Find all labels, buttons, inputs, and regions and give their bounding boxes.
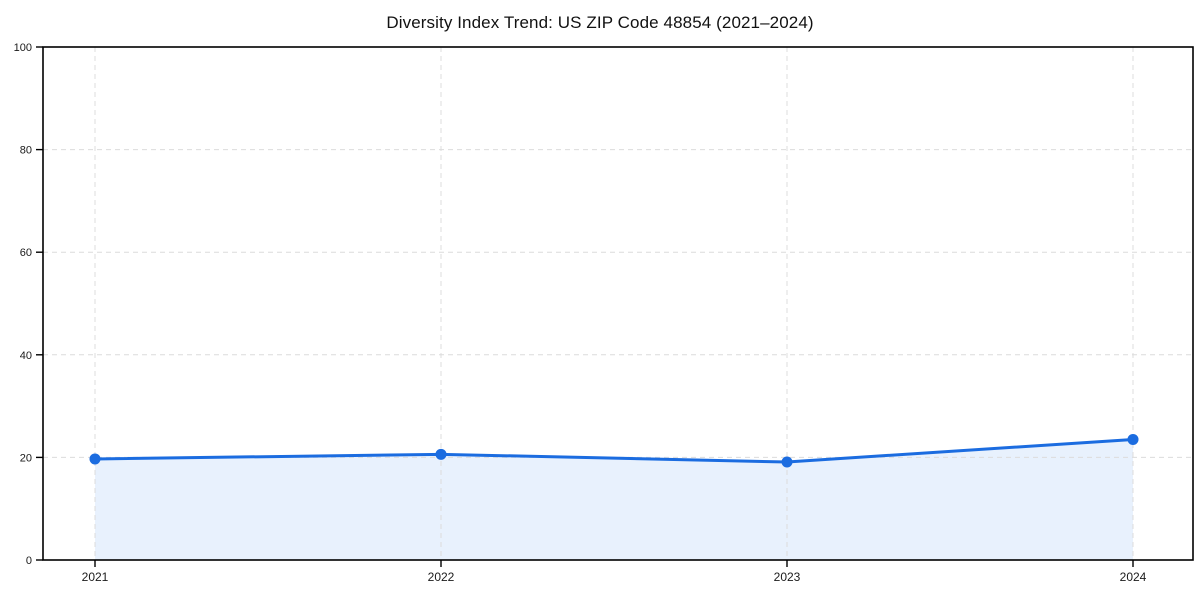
plot-border (42, 46, 1194, 561)
data-point-2023 (781, 456, 793, 468)
y-tick-label: 60 (20, 247, 32, 259)
chart-title: Diversity Index Trend: US ZIP Code 48854… (386, 13, 814, 32)
trend-line (93, 437, 1135, 464)
y-tick-label: 100 (14, 42, 32, 54)
y-tick-label: 0 (26, 555, 32, 567)
data-point-2024 (1127, 433, 1139, 445)
y-tick-label: 80 (20, 145, 32, 157)
data-point-2022 (435, 448, 447, 460)
data-point-2021 (89, 453, 101, 465)
y-tick-label: 20 (20, 452, 32, 464)
x-tick-label: 2021 (82, 570, 109, 584)
area-fill (95, 439, 1133, 560)
x-tick-label: 2022 (428, 570, 455, 584)
y-tick-label: 40 (20, 350, 32, 362)
x-tick-label: 2024 (1120, 570, 1147, 584)
x-tick-label: 2023 (774, 570, 801, 584)
